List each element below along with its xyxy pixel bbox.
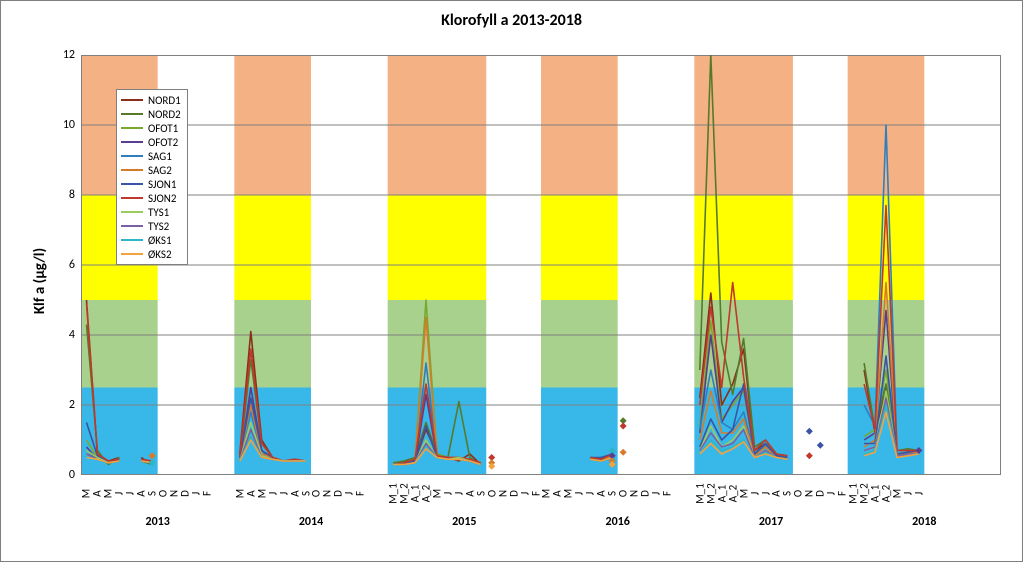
legend-label: OFOT1 xyxy=(148,122,178,135)
x-tick-month: F xyxy=(200,491,213,496)
legend-item: ØKS2 xyxy=(121,247,181,261)
x-tick-month: F xyxy=(354,491,367,496)
legend-item: SJON2 xyxy=(121,191,181,205)
legend-label: SAG1 xyxy=(148,150,172,163)
y-tick: 4 xyxy=(69,328,81,342)
legend-item: NORD2 xyxy=(121,107,181,121)
x-tick-year: 2017 xyxy=(759,515,783,529)
y-tick: 8 xyxy=(69,188,81,202)
legend: NORD1NORD2OFOT1OFOT2SAG1SAG2SJON1SJON2TY… xyxy=(116,89,188,265)
legend-label: ØKS1 xyxy=(148,234,172,247)
y-axis-label: Klf a (µg/l) xyxy=(31,248,49,314)
legend-item: TYS2 xyxy=(121,219,181,233)
y-tick: 0 xyxy=(69,468,81,482)
legend-label: OFOT2 xyxy=(148,136,178,149)
x-tick-year: 2016 xyxy=(605,515,629,529)
legend-item: SAG1 xyxy=(121,149,181,163)
y-tick: 12 xyxy=(63,48,81,62)
legend-label: SJON2 xyxy=(148,192,176,205)
legend-item: OFOT2 xyxy=(121,135,181,149)
legend-swatch xyxy=(121,155,143,157)
legend-swatch xyxy=(121,197,143,199)
plot-area: MAMJJASONDJF2013MAMJJASONDJF2014M_1M_2A_… xyxy=(81,55,1001,475)
legend-item: NORD1 xyxy=(121,93,181,107)
chart-frame: Klorofyll a 2013-2018 Klf a (µg/l) MAMJJ… xyxy=(0,0,1023,562)
legend-item: OFOT1 xyxy=(121,121,181,135)
legend-swatch xyxy=(121,183,143,185)
legend-swatch xyxy=(121,253,143,255)
y-tick: 10 xyxy=(63,118,81,132)
x-tick-month: J xyxy=(912,492,925,496)
legend-swatch xyxy=(121,239,143,241)
legend-item: TYS1 xyxy=(121,205,181,219)
legend-swatch xyxy=(121,113,143,115)
legend-swatch xyxy=(121,225,143,227)
legend-label: TYS2 xyxy=(148,220,169,233)
x-tick-year: 2013 xyxy=(145,515,169,529)
legend-swatch xyxy=(121,99,143,101)
legend-swatch xyxy=(121,127,143,129)
x-tick-year: 2018 xyxy=(912,515,936,529)
y-tick: 6 xyxy=(69,258,81,272)
legend-swatch xyxy=(121,141,143,143)
legend-label: NORD2 xyxy=(148,108,181,121)
legend-label: SJON1 xyxy=(148,178,176,191)
plot-markers-svg xyxy=(81,55,1001,475)
legend-item: ØKS1 xyxy=(121,233,181,247)
legend-item: SJON1 xyxy=(121,177,181,191)
legend-label: TYS1 xyxy=(148,206,169,219)
legend-label: ØKS2 xyxy=(148,248,172,261)
chart-title: Klorofyll a 2013-2018 xyxy=(1,11,1022,30)
x-tick-month: F xyxy=(660,491,673,496)
y-tick: 2 xyxy=(69,398,81,412)
legend-label: NORD1 xyxy=(148,94,181,107)
legend-swatch xyxy=(121,169,143,171)
legend-item: SAG2 xyxy=(121,163,181,177)
x-tick-year: 2014 xyxy=(299,515,323,529)
x-tick-year: 2015 xyxy=(452,515,476,529)
legend-swatch xyxy=(121,211,143,213)
legend-label: SAG2 xyxy=(148,164,172,177)
